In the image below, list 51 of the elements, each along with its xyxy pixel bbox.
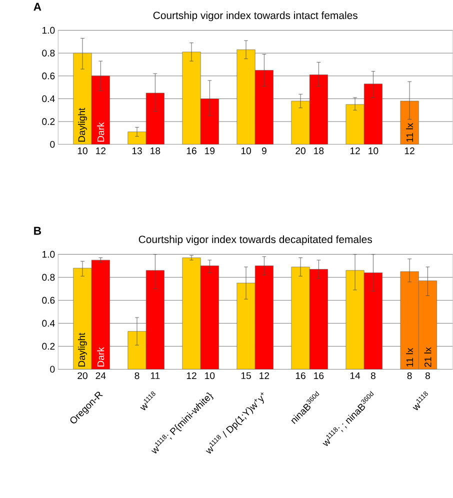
x-tick-label: 8 xyxy=(407,372,412,380)
y-tick-label: 0.8 xyxy=(42,274,55,281)
series-label: Daylight xyxy=(78,332,88,367)
x-tick-label: 13 xyxy=(132,147,142,154)
x-tick-label: 18 xyxy=(314,147,324,154)
y-tick-label: 0.2 xyxy=(42,342,55,350)
x-tick-label: 19 xyxy=(205,147,215,154)
x-tick-label: 20 xyxy=(296,147,306,154)
y-tick-label: 0 xyxy=(50,140,55,148)
x-tick-label: 12 xyxy=(260,372,270,380)
y-tick-label: 1.0 xyxy=(42,26,55,34)
series-label: 11 lx xyxy=(406,348,414,367)
y-tick-label: 0.2 xyxy=(42,118,55,125)
series-label: 21 lx xyxy=(424,347,432,367)
x-tick-label: 24 xyxy=(96,372,106,380)
x-tick-label: 10 xyxy=(78,147,88,154)
y-tick-label: 0 xyxy=(50,366,55,373)
series-label: Daylight xyxy=(78,108,88,142)
chart-title: Courtship vigor index towards decapitated females xyxy=(138,235,372,246)
series-label: Dark xyxy=(97,122,104,142)
x-tick-label: 14 xyxy=(350,372,360,379)
series-label: Dark xyxy=(97,347,104,367)
x-tick-label: 20 xyxy=(78,372,88,380)
bar xyxy=(400,100,419,145)
x-tick-label: 12 xyxy=(405,147,415,154)
y-tick-label: 0.4 xyxy=(42,320,55,327)
x-tick-label: 8 xyxy=(426,372,430,380)
x-tick-label: 16 xyxy=(314,372,324,380)
x-tick-label: 11 xyxy=(151,372,160,379)
x-tick-label: 12 xyxy=(187,372,196,380)
x-tick-label: 16 xyxy=(296,372,306,380)
x-tick-label: 10 xyxy=(205,372,215,380)
x-tick-label: 12 xyxy=(350,147,360,154)
y-tick-label: 0.8 xyxy=(42,50,55,56)
chart-title: Courtship vigor index towards intact females xyxy=(154,11,358,22)
x-tick-label: 8 xyxy=(371,372,376,380)
x-tick-label: 12 xyxy=(96,147,106,154)
x-tick-label: 10 xyxy=(368,147,378,154)
x-tick-label: 8 xyxy=(134,372,140,380)
y-tick-label: 0.4 xyxy=(42,95,55,102)
text: B xyxy=(34,226,42,235)
x-tick-label: 16 xyxy=(187,147,197,154)
x-tick-label: 10 xyxy=(242,147,252,154)
x-tick-label: 15 xyxy=(242,372,252,380)
y-tick-label: 0.6 xyxy=(42,72,55,80)
y-tick-label: 1.0 xyxy=(42,250,55,258)
series-label: 11 lx xyxy=(406,123,414,142)
text: A xyxy=(34,2,42,11)
y-tick-label: 0.6 xyxy=(42,296,55,304)
x-tick-label: 18 xyxy=(150,147,160,154)
x-tick-label: 9 xyxy=(262,147,267,154)
